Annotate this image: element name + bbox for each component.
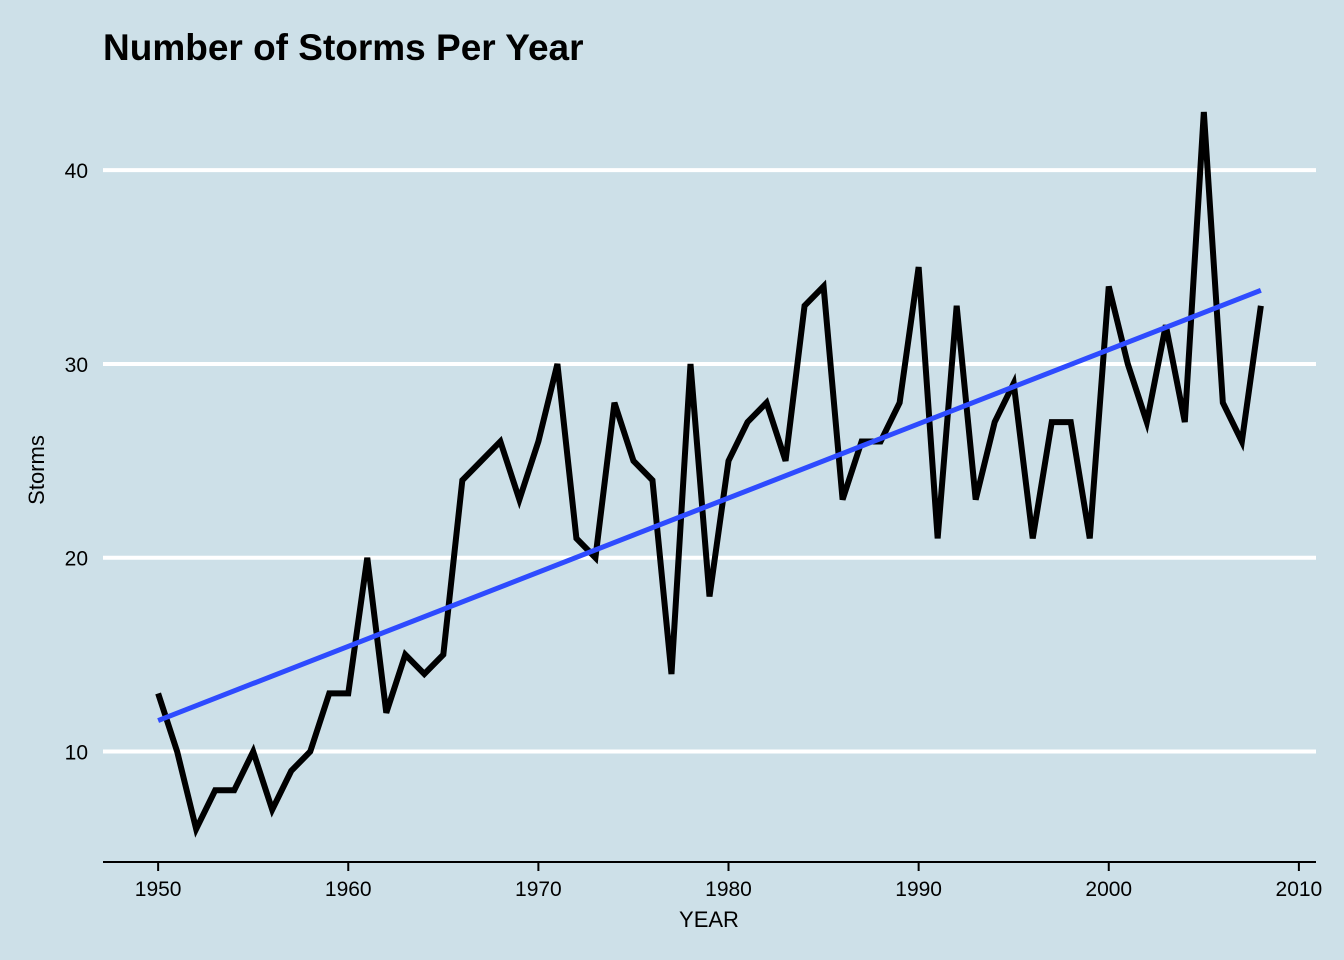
y-tick-label: 10: [65, 742, 88, 765]
x-axis: 1950 1960 1970 1980 1990 2000 2010: [103, 861, 1323, 901]
y-axis-label: Storms: [24, 435, 49, 505]
y-tick-label: 40: [65, 160, 88, 183]
x-tick-label: 1970: [515, 878, 562, 901]
x-tick-label: 2010: [1276, 878, 1323, 901]
gridlines: [103, 168, 1316, 754]
chart-title: Number of Storms Per Year: [103, 27, 584, 68]
x-tick-label: 2000: [1085, 878, 1132, 901]
trend-line: [157, 287, 1262, 723]
y-tick-label: 30: [65, 354, 88, 377]
y-axis-tick-labels: 10 20 30 40: [65, 160, 88, 764]
y-tick-label: 20: [65, 548, 88, 571]
storms-line: [155, 111, 1264, 838]
x-tick-label: 1980: [705, 878, 752, 901]
series: [155, 111, 1264, 838]
x-tick-label: 1950: [135, 878, 182, 901]
x-tick-label: 1960: [325, 878, 372, 901]
x-axis-label: YEAR: [679, 907, 739, 932]
x-tick-label: 1990: [895, 878, 942, 901]
